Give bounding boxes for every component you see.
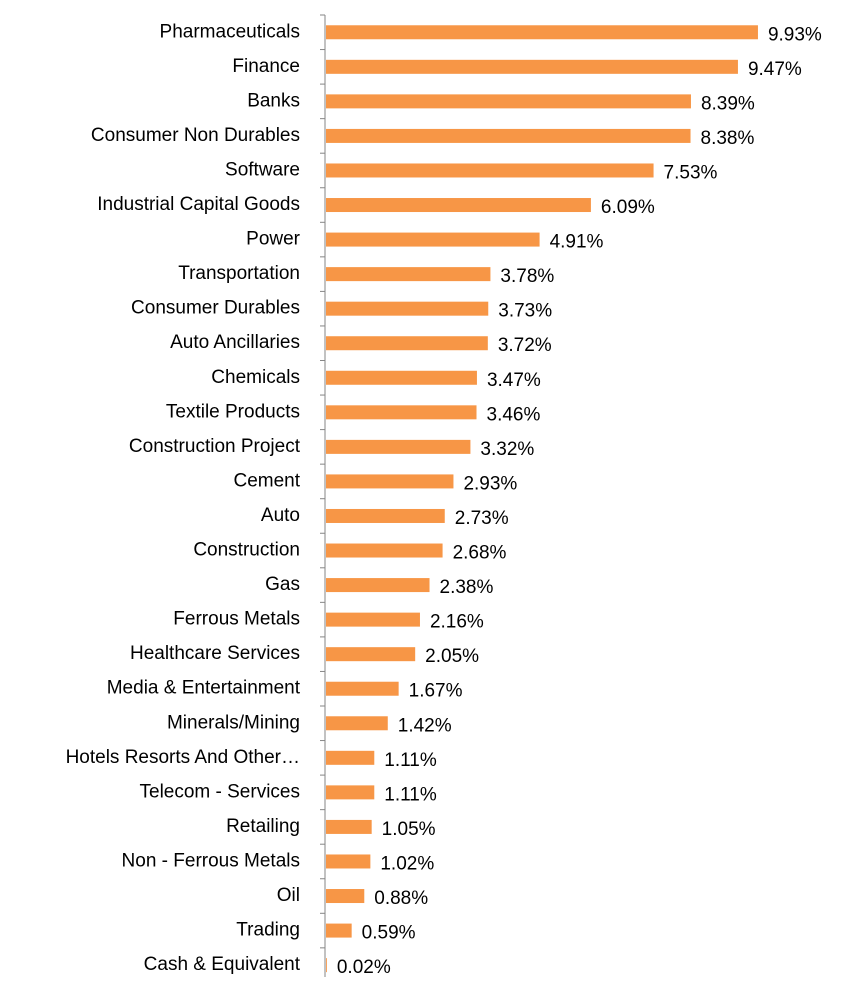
- category-label: Trading: [236, 920, 300, 941]
- category-label: Consumer Non Durables: [91, 125, 300, 146]
- bar: [326, 405, 477, 420]
- bar: [326, 163, 654, 178]
- value-label: 2.16%: [430, 612, 484, 633]
- bar: [326, 370, 477, 385]
- value-label: 9.93%: [768, 24, 822, 45]
- bar: [326, 336, 488, 351]
- value-label: 1.11%: [384, 784, 437, 805]
- category-label: Industrial Capital Goods: [97, 194, 300, 215]
- bar: [326, 94, 691, 109]
- bar: [326, 923, 352, 938]
- category-label: Gas: [265, 574, 300, 595]
- value-label: 1.02%: [380, 853, 434, 874]
- bar: [326, 785, 375, 800]
- value-label: 6.09%: [601, 197, 655, 218]
- value-label: 1.67%: [409, 681, 463, 702]
- category-label: Construction: [193, 540, 300, 561]
- category-label: Power: [246, 229, 301, 250]
- bar: [326, 59, 738, 74]
- bar: [326, 578, 430, 593]
- bar: [326, 198, 591, 213]
- value-label: 1.11%: [384, 750, 437, 771]
- category-label: Telecom - Services: [140, 781, 301, 802]
- bar: [326, 647, 416, 662]
- bar: [326, 854, 371, 869]
- category-label: Transportation: [178, 263, 300, 284]
- bar: [326, 612, 420, 627]
- value-label: 0.59%: [362, 923, 416, 944]
- value-label: 1.05%: [382, 819, 436, 840]
- bar: [326, 128, 691, 143]
- bar: [326, 508, 445, 523]
- value-label: 2.68%: [453, 543, 507, 564]
- value-label: 2.93%: [463, 473, 517, 494]
- category-label: Retailing: [226, 816, 300, 837]
- value-label: 7.53%: [664, 162, 718, 183]
- bar: [326, 750, 375, 765]
- value-label: 8.38%: [701, 128, 755, 149]
- bar: [326, 681, 399, 696]
- bar: [326, 25, 758, 40]
- value-label: 0.88%: [374, 888, 428, 909]
- value-label: 0.02%: [337, 957, 391, 977]
- bar: [326, 474, 454, 489]
- category-label: Construction Project: [129, 436, 301, 457]
- bar: [326, 301, 489, 316]
- value-label: 2.73%: [455, 508, 509, 529]
- category-label: Oil: [277, 885, 300, 906]
- category-label: Textile Products: [166, 401, 300, 422]
- category-label: Cash & Equivalent: [144, 954, 301, 975]
- category-label: Consumer Durables: [131, 298, 300, 319]
- category-label: Cement: [233, 470, 300, 491]
- value-label: 3.32%: [480, 439, 534, 460]
- bar: [326, 716, 388, 731]
- value-label: 1.42%: [398, 715, 452, 736]
- category-label: Ferrous Metals: [173, 609, 300, 630]
- category-label: Media & Entertainment: [107, 678, 301, 699]
- category-label: Banks: [247, 90, 300, 111]
- value-label: 4.91%: [550, 232, 604, 253]
- category-label: Auto: [261, 505, 300, 526]
- category-label: Healthcare Services: [130, 643, 300, 664]
- category-label: Minerals/Mining: [167, 712, 300, 733]
- category-label: Software: [225, 159, 300, 180]
- bar: [326, 232, 540, 247]
- bar: [326, 819, 372, 834]
- value-label: 2.05%: [425, 646, 479, 667]
- category-label: Non - Ferrous Metals: [122, 850, 300, 871]
- category-label: Hotels Resorts And Other…: [66, 747, 300, 768]
- value-label: 9.47%: [748, 59, 802, 80]
- bar: [326, 543, 443, 558]
- value-label: 3.46%: [487, 404, 541, 425]
- bar: [326, 889, 365, 904]
- category-label: Chemicals: [211, 367, 300, 388]
- value-label: 3.73%: [498, 301, 552, 322]
- bar: [326, 267, 491, 282]
- value-label: 3.78%: [500, 266, 554, 287]
- category-label: Auto Ancillaries: [170, 332, 300, 353]
- value-label: 8.39%: [701, 93, 755, 114]
- value-label: 3.72%: [498, 335, 552, 356]
- category-label: Pharmaceuticals: [160, 21, 300, 42]
- value-label: 3.47%: [487, 370, 541, 391]
- bar: [326, 958, 327, 973]
- bar: [326, 439, 471, 454]
- value-label: 2.38%: [440, 577, 494, 598]
- category-label: Finance: [232, 56, 300, 77]
